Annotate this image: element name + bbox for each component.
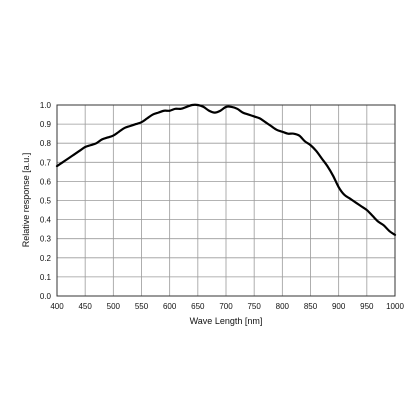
x-tick-label: 500 [107, 302, 121, 311]
y-tick-label: 0.6 [40, 177, 52, 186]
y-tick-label: 0.2 [40, 254, 52, 263]
x-tick-label: 850 [304, 302, 318, 311]
x-tick-label: 550 [135, 302, 149, 311]
x-tick-label: 400 [50, 302, 64, 311]
x-tick-label: 700 [219, 302, 233, 311]
y-tick-labels: 0.0 0.1 0.2 0.3 0.4 0.5 0.6 0.7 0.8 0.9 1.0 [40, 101, 52, 301]
grid-lines [56, 104, 396, 297]
plot-frame [56, 104, 396, 297]
y-tick-label: 0.5 [40, 197, 52, 206]
y-tick-label: 0.8 [40, 139, 52, 148]
x-tick-labels: 400 450 500 550 600 650 700 750 800 850 900 950 1000 [50, 302, 404, 311]
x-tick-label: 650 [191, 302, 205, 311]
y-tick-label: 0.1 [40, 273, 52, 282]
y-axis-label: Relative response [a.u.] [21, 153, 31, 248]
y-tick-label: 0.0 [40, 292, 52, 301]
y-tick-label: 0.4 [40, 216, 52, 225]
y-tick-label: 0.9 [40, 120, 52, 129]
y-tick-label: 0.3 [40, 235, 52, 244]
x-tick-label: 450 [78, 302, 92, 311]
x-tick-label: 750 [247, 302, 261, 311]
response-curve [55, 103, 397, 236]
x-tick-label: 900 [332, 302, 346, 311]
x-tick-label: 950 [360, 302, 374, 311]
x-tick-label: 800 [276, 302, 290, 311]
x-tick-label: 600 [163, 302, 177, 311]
x-axis-label: Wave Length [nm] [190, 316, 263, 326]
x-tick-label: 1000 [386, 302, 404, 311]
y-tick-label: 1.0 [40, 101, 52, 110]
y-tick-label: 0.7 [40, 158, 52, 167]
